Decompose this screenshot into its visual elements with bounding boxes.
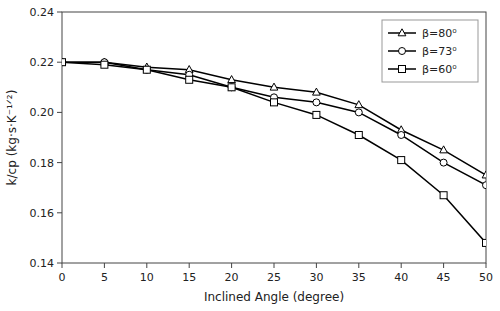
y-tick-label: 0.22 (30, 56, 55, 69)
point (440, 192, 447, 199)
x-tick-label: 25 (267, 271, 281, 284)
y-tick-label: 0.20 (30, 106, 55, 119)
point (355, 109, 362, 116)
x-tick (146, 263, 147, 268)
y-axis-label: k/cp (kg·s·K⁻¹ᐟ²) (5, 90, 19, 186)
point (143, 66, 150, 73)
y-tick (57, 62, 62, 63)
y-tick-label: 0.14 (30, 257, 55, 270)
x-tick (62, 263, 63, 268)
plot-frame (62, 12, 486, 263)
y-tick (57, 112, 62, 113)
x-tick-label: 35 (352, 271, 366, 284)
point (186, 76, 193, 83)
chart: 0 5 10 15 20 25 30 35 40 45 50 0.14 0.16 0.18 0.20 0.22… (0, 0, 500, 311)
point (313, 111, 320, 118)
x-tick-label: 5 (101, 271, 108, 284)
legend-box (382, 20, 478, 82)
axes: 0 5 10 15 20 25 30 35 40 45 50 0.14 0.16 0.18 0.20 0.22… (30, 6, 494, 284)
y-tick (57, 162, 62, 163)
y-tick-label: 0.18 (30, 157, 55, 170)
x-tick (486, 263, 487, 268)
y-tick-label: 0.24 (30, 6, 55, 19)
point (482, 171, 486, 178)
point (228, 84, 235, 91)
x-tick (316, 263, 317, 268)
point (398, 157, 405, 164)
x-tick-label: 10 (140, 271, 154, 284)
point (483, 182, 487, 189)
x-tick (189, 263, 190, 268)
legend-marker (399, 48, 406, 55)
x-tick-label: 0 (59, 271, 66, 284)
point (228, 84, 235, 91)
x-tick (231, 263, 232, 268)
series (62, 59, 486, 247)
legend: β=80⁰ β=73⁰ β=60⁰ (382, 20, 478, 82)
plot-area (62, 58, 486, 246)
point (313, 99, 320, 106)
point (62, 58, 66, 65)
legend-label: β=80⁰ (422, 27, 457, 40)
point (440, 146, 448, 153)
y-tick (57, 212, 62, 213)
x-tick (358, 263, 359, 268)
x-tick (274, 263, 275, 268)
y-tick (57, 12, 62, 13)
x-tick (401, 263, 402, 268)
legend-marker (399, 66, 406, 73)
point (143, 66, 150, 73)
x-tick-label: 50 (479, 271, 493, 284)
legend-label: β=60⁰ (422, 63, 457, 76)
line (62, 62, 486, 243)
y-tick (57, 263, 62, 264)
point (101, 61, 108, 68)
x-tick (104, 263, 105, 268)
x-tick-label: 20 (225, 271, 239, 284)
point (62, 59, 66, 66)
legend-marker (398, 29, 406, 36)
point (271, 99, 278, 106)
point (313, 88, 321, 95)
point (483, 239, 487, 246)
point (228, 76, 236, 83)
point (398, 131, 405, 138)
x-axis-label: Inclined Angle (degree) (204, 290, 344, 304)
y-tick-label: 0.16 (30, 207, 55, 220)
x-tick (443, 263, 444, 268)
series (62, 58, 486, 178)
x-tick-label: 15 (182, 271, 196, 284)
point (62, 59, 66, 66)
point (355, 131, 362, 138)
point (440, 159, 447, 166)
point (270, 83, 278, 90)
x-tick-label: 40 (394, 271, 408, 284)
x-tick-label: 45 (437, 271, 451, 284)
x-tick-label: 30 (309, 271, 323, 284)
point (355, 101, 363, 108)
legend-label: β=73⁰ (422, 45, 457, 58)
